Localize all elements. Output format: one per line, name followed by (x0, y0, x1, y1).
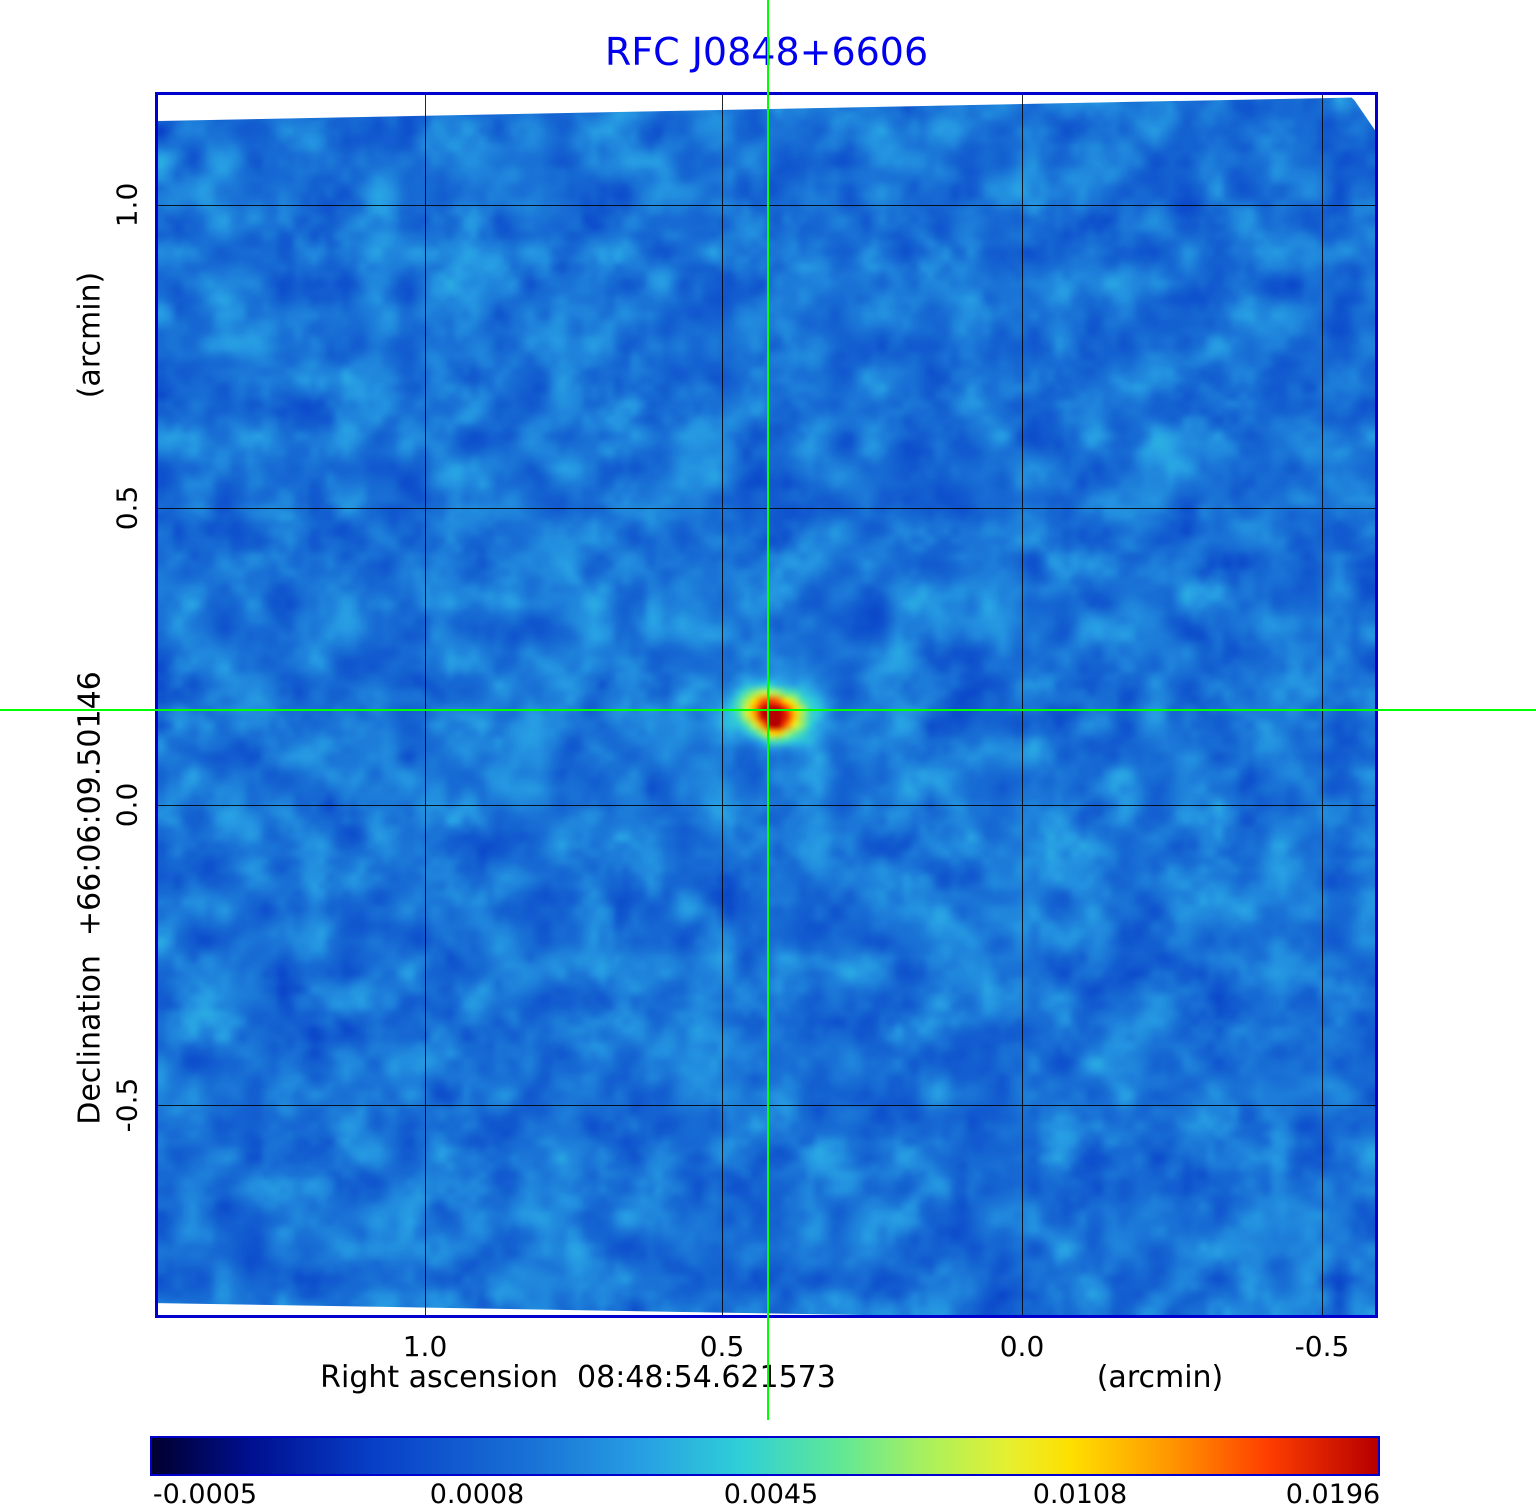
grid-line-y-1.0 (158, 205, 1375, 206)
y-tick-label: 0.0 (110, 782, 144, 828)
grid-line-x-1.0 (425, 95, 426, 1315)
grid-line-y--0.5 (158, 1105, 1375, 1106)
figure-title: RFC J0848+6606 (604, 30, 929, 74)
colorbar (150, 1436, 1380, 1476)
y-tick-label: -0.5 (110, 1077, 144, 1133)
colorbar-tick-label: 0.0045 (723, 1479, 819, 1510)
grid-line-y-0.5 (158, 508, 1375, 509)
source-crosshair-horizontal (0, 709, 1536, 711)
x-axis-label: Right ascension 08:48:54.621573 (320, 1360, 836, 1395)
grid-line-x--0.5 (1322, 95, 1323, 1315)
grid-line-y-0.0 (158, 805, 1375, 806)
x-tick-label: 0.0 (999, 1330, 1045, 1363)
colorbar-tick-label: 0.0108 (1032, 1479, 1128, 1510)
x-tick-label: 0.5 (699, 1330, 745, 1363)
grid-line-x-0.0 (1022, 95, 1023, 1315)
y-axis-label: Declination +66:06:09.50146 (72, 671, 108, 1125)
y-tick-label: 1.0 (110, 182, 144, 228)
y-tick-label: 0.5 (110, 485, 144, 531)
grid-line-x-0.5 (722, 95, 723, 1315)
colorbar-tick-label: 0.0008 (429, 1479, 525, 1510)
x-tick-label: -0.5 (1294, 1330, 1350, 1363)
colorbar-tick-label: 0.0196 (1285, 1479, 1381, 1510)
x-axis-unit: (arcmin) (1096, 1360, 1224, 1395)
colorbar-gradient (152, 1438, 1378, 1474)
plot-area (155, 92, 1378, 1318)
intensity-map (158, 95, 1375, 1315)
image-edge-gap-bottom (158, 1303, 864, 1315)
x-tick-label: 1.0 (402, 1330, 448, 1363)
colorbar-tick-label: -0.0005 (152, 1479, 258, 1510)
y-axis-unit: (arcmin) (72, 271, 108, 399)
